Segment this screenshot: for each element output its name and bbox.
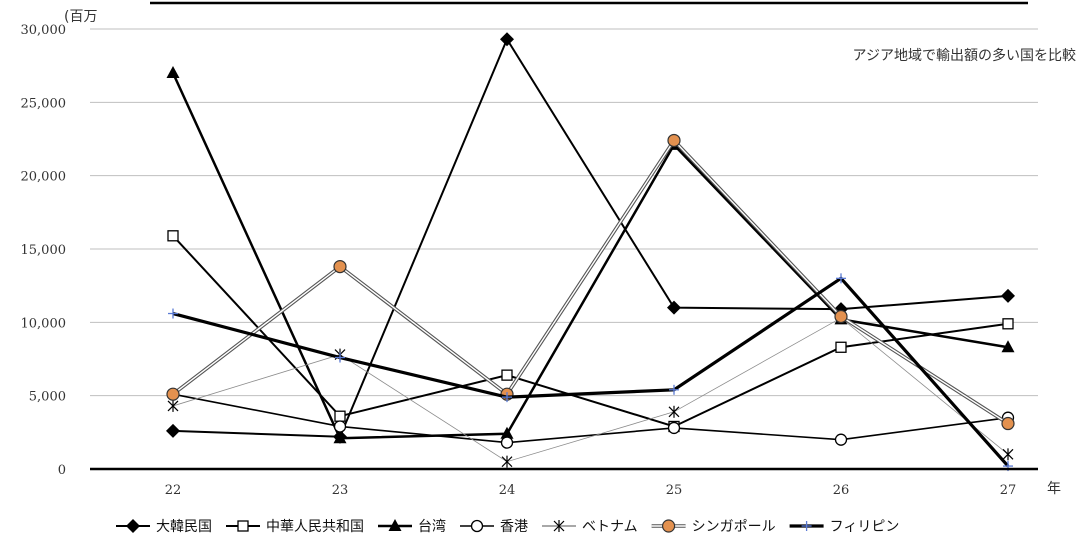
data-point <box>501 455 513 468</box>
legend-item: 大韓民国 <box>116 519 212 535</box>
y-unit-label: (百万 <box>64 9 97 25</box>
legend-item: 中華人民共和国 <box>226 519 364 535</box>
legend-marker <box>388 519 402 531</box>
legend-label: 大韓民国 <box>156 519 212 535</box>
data-point <box>834 433 848 446</box>
series-line <box>172 393 1009 444</box>
series-line <box>172 276 1010 468</box>
data-point <box>333 260 347 274</box>
legend-item: ベトナム <box>542 519 638 535</box>
data-point <box>667 133 681 148</box>
data-point <box>166 66 180 78</box>
x-tick-label: 25 <box>666 483 683 498</box>
data-point <box>501 369 513 381</box>
data-point <box>500 426 514 439</box>
series-line <box>172 37 1009 438</box>
legend-item: 台湾 <box>378 518 446 535</box>
data-point <box>335 352 345 363</box>
data-point <box>333 431 347 444</box>
legend-label: 台湾 <box>418 518 446 535</box>
data-point <box>834 309 848 324</box>
data-point <box>502 392 512 403</box>
data-point <box>669 384 679 395</box>
data-point <box>1002 448 1014 461</box>
data-point <box>668 405 680 418</box>
legend-marker <box>553 520 565 532</box>
series-line-inner <box>172 139 1009 425</box>
x-tick-label: 23 <box>332 483 349 498</box>
y-tick-label: 30,000 <box>21 23 67 38</box>
y-tick-label: 20,000 <box>21 170 67 185</box>
data-point <box>1002 318 1014 330</box>
x-unit-label: 年 <box>1047 481 1061 497</box>
x-tick-label: 27 <box>1000 483 1017 498</box>
legend-item: シンガポール <box>651 519 776 535</box>
series-3 <box>166 66 1015 444</box>
legend-item: フィリピン <box>789 519 900 535</box>
data-point <box>667 421 681 435</box>
legend-label: シンガポール <box>692 519 776 535</box>
series-line <box>172 235 1009 428</box>
series-6 <box>166 133 1015 431</box>
legend-marker <box>801 521 812 531</box>
x-tick-label: 26 <box>833 483 850 498</box>
x-axis-tick-labels: 22 23 24 25 26 27 <box>165 483 1017 498</box>
data-point <box>334 410 346 422</box>
data-point <box>500 436 514 449</box>
series-4 <box>166 388 1015 449</box>
data-point <box>1001 288 1015 303</box>
data-point <box>333 420 347 433</box>
data-point <box>1001 416 1015 431</box>
y-axis-tick-labels: 0 5,000 10,000 15,000 20,000 25,000 30,000 <box>21 23 67 478</box>
data-point <box>667 300 681 315</box>
y-tick-label: 0 <box>58 463 66 478</box>
data-point <box>166 387 180 401</box>
data-point <box>167 230 179 242</box>
legend-label: ベトナム <box>582 519 638 535</box>
data-point <box>166 423 180 438</box>
data-point <box>1001 340 1015 353</box>
legend: 大韓民国 中華人民共和国 台湾 香港 ベトナム シンガポール フィリピン <box>116 518 899 535</box>
data-point <box>167 399 179 412</box>
y-tick-label: 5,000 <box>29 390 66 405</box>
data-point <box>500 32 514 47</box>
series-line-outer <box>171 137 1009 426</box>
x-tick-label: 22 <box>165 483 182 498</box>
legend-marker <box>237 520 249 532</box>
chart-annotation: アジア地域で輸出額の多い国を比較 <box>853 47 1076 64</box>
y-tick-label: 25,000 <box>21 96 67 111</box>
data-point <box>168 308 178 319</box>
legend-label: フィリピン <box>830 519 900 535</box>
data-point <box>835 341 847 353</box>
series-line <box>172 317 1009 463</box>
y-tick-label: 15,000 <box>21 243 67 258</box>
series-5 <box>167 311 1014 468</box>
data-point <box>836 273 846 284</box>
series-7 <box>168 273 1013 472</box>
legend-marker <box>126 519 140 533</box>
gridlines <box>90 28 1038 397</box>
x-tick-label: 24 <box>499 483 516 498</box>
y-tick-label: 10,000 <box>21 316 67 331</box>
legend-item: 香港 <box>460 519 528 535</box>
series-1 <box>166 32 1015 444</box>
series-group <box>166 32 1015 472</box>
legend-label: 中華人民共和国 <box>266 519 364 535</box>
legend-label: 香港 <box>500 519 528 535</box>
series-line <box>171 72 1009 440</box>
legend-marker <box>470 519 484 533</box>
legend-marker <box>661 519 676 533</box>
